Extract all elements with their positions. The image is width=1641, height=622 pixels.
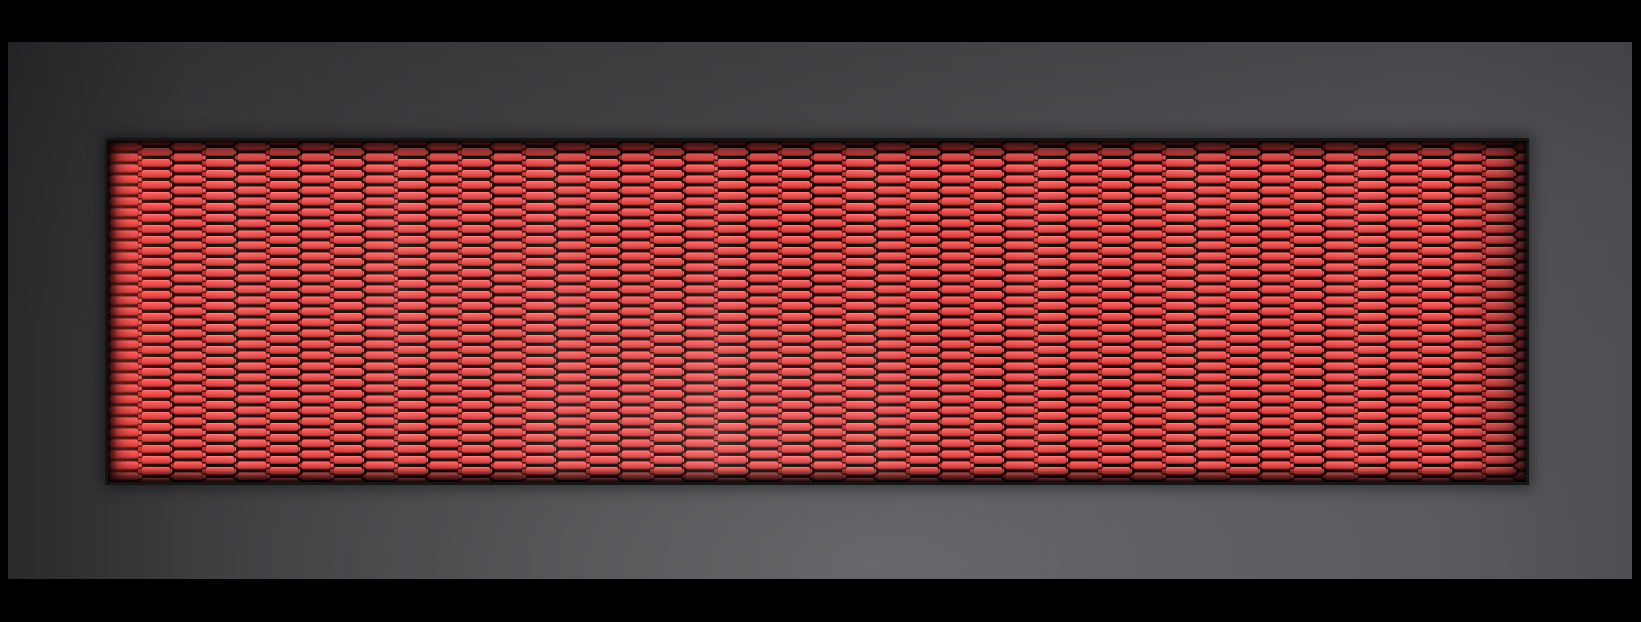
mesh-cutout	[108, 141, 1526, 482]
mesh-pattern-fill	[108, 141, 1526, 482]
front-panel	[8, 42, 1632, 579]
mesh-grille	[108, 141, 1526, 482]
